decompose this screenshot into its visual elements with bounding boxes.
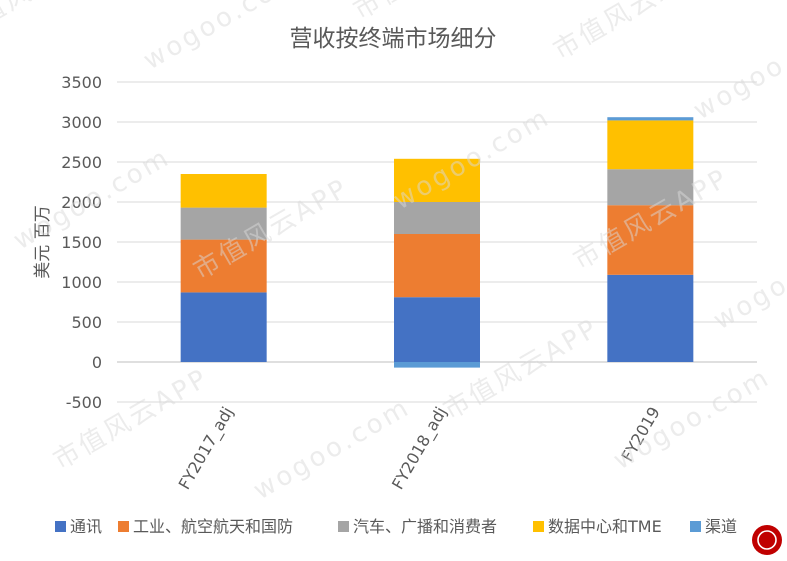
bar-segment bbox=[607, 205, 694, 275]
legend-swatch bbox=[338, 521, 349, 532]
legend-label: 通讯 bbox=[70, 517, 102, 536]
bar-segment bbox=[607, 274, 694, 362]
y-tick-label: 3000 bbox=[61, 113, 102, 132]
bar-segment bbox=[607, 169, 694, 206]
y-tick-label: 500 bbox=[71, 313, 102, 332]
y-axis-tick-labels: -500 0 500 1000 1500 2000 2500 3000 3500 bbox=[61, 73, 102, 412]
bar-segment bbox=[394, 362, 480, 368]
y-tick-label: 2000 bbox=[61, 193, 102, 212]
bar-segment bbox=[394, 297, 480, 362]
legend-swatch bbox=[533, 521, 544, 532]
y-tick-label: 3500 bbox=[61, 73, 102, 92]
bar-segment bbox=[180, 174, 267, 208]
bar-segment bbox=[394, 202, 480, 234]
bar-segment bbox=[180, 239, 267, 293]
y-axis-label: 美元 百万 bbox=[33, 205, 53, 278]
legend-swatch bbox=[55, 521, 66, 532]
legend-swatch bbox=[690, 521, 701, 532]
y-tick-label: 1500 bbox=[61, 233, 102, 252]
legend-swatch bbox=[118, 521, 129, 532]
corner-logo bbox=[752, 525, 782, 555]
bars bbox=[180, 117, 694, 368]
y-tick-label: -500 bbox=[66, 393, 102, 412]
y-tick-label: 0 bbox=[92, 353, 102, 372]
y-tick-label: 1000 bbox=[61, 273, 102, 292]
legend: 通讯 工业、航空航天和国防 汽车、广播和消费者 数据中心和TME 渠道 bbox=[55, 517, 737, 536]
y-tick-label: 2500 bbox=[61, 153, 102, 172]
chart-title: 营收按终端市场细分 bbox=[290, 26, 497, 52]
legend-label: 数据中心和TME bbox=[548, 517, 662, 536]
bar-segment bbox=[180, 292, 267, 362]
bar-segment bbox=[607, 117, 694, 121]
bar-segment bbox=[394, 158, 480, 202]
legend-label: 工业、航空航天和国防 bbox=[133, 517, 293, 536]
legend-label: 渠道 bbox=[705, 517, 737, 536]
bar-segment bbox=[394, 234, 480, 298]
bar-segment bbox=[607, 120, 694, 170]
legend-label: 汽车、广播和消费者 bbox=[353, 517, 497, 536]
bar-segment bbox=[180, 207, 267, 240]
